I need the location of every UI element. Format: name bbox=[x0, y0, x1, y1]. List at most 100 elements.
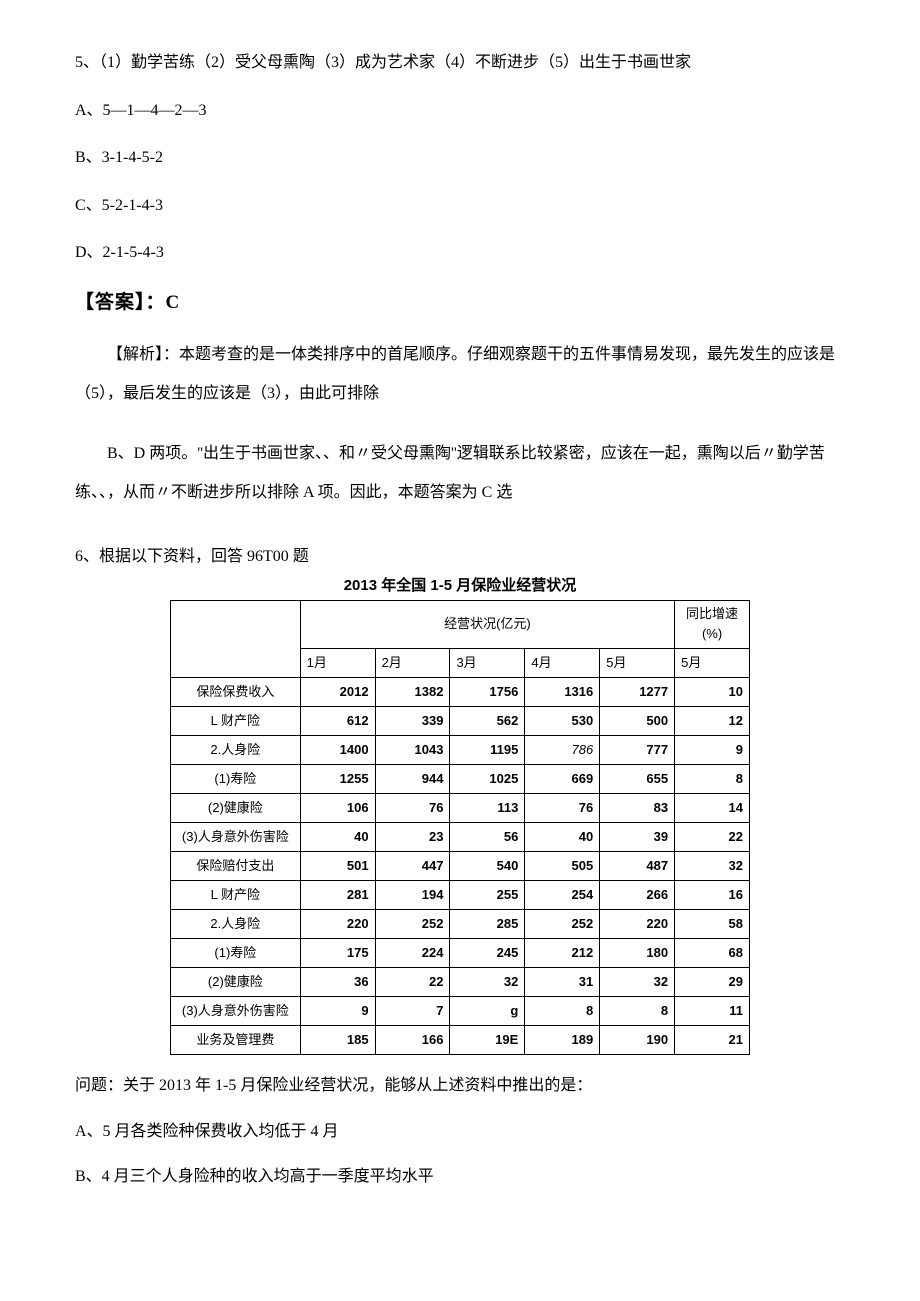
table-cell: 40 bbox=[300, 823, 375, 852]
table-row-label: (3)人身意外伤害险 bbox=[171, 823, 301, 852]
table-cell: 2012 bbox=[300, 678, 375, 707]
table-row: 保险保费收入2012138217561316127710 bbox=[171, 678, 750, 707]
table-cell: 189 bbox=[525, 1026, 600, 1055]
table-cell: 16 bbox=[675, 881, 750, 910]
q5-option-c: C、5-2-1-4-3 bbox=[75, 193, 845, 219]
table-header-month-4: 4月 bbox=[525, 649, 600, 678]
table-header-month-3: 3月 bbox=[450, 649, 525, 678]
table-cell: 540 bbox=[450, 852, 525, 881]
table-cell: 32 bbox=[450, 968, 525, 997]
table-cell: 83 bbox=[600, 794, 675, 823]
table-cell: 612 bbox=[300, 707, 375, 736]
table-cell: 8 bbox=[675, 765, 750, 794]
q5-option-d: D、2-1-5-4-3 bbox=[75, 240, 845, 266]
table-row: (2)健康险362232313229 bbox=[171, 968, 750, 997]
table-cell: 29 bbox=[675, 968, 750, 997]
q5-option-b: B、3-1-4-5-2 bbox=[75, 145, 845, 171]
table-cell: 786 bbox=[525, 736, 600, 765]
table-cell: 220 bbox=[600, 910, 675, 939]
table-row: 2.人身险1400104311957867779 bbox=[171, 736, 750, 765]
table-cell: 11 bbox=[675, 997, 750, 1026]
table-cell: 944 bbox=[375, 765, 450, 794]
table-cell: 40 bbox=[525, 823, 600, 852]
table-cell: 212 bbox=[525, 939, 600, 968]
table-cell: 252 bbox=[375, 910, 450, 939]
table-cell: 32 bbox=[675, 852, 750, 881]
table-cell: 1025 bbox=[450, 765, 525, 794]
table-row-label: L 财产险 bbox=[171, 881, 301, 910]
table-cell: 1316 bbox=[525, 678, 600, 707]
table-cell: 22 bbox=[375, 968, 450, 997]
table-cell: 1195 bbox=[450, 736, 525, 765]
table-cell: 39 bbox=[600, 823, 675, 852]
table-cell: 175 bbox=[300, 939, 375, 968]
table-cell: 31 bbox=[525, 968, 600, 997]
table-row-label: L 财产险 bbox=[171, 707, 301, 736]
table-cell: 185 bbox=[300, 1026, 375, 1055]
table-row-label: 保险保费收入 bbox=[171, 678, 301, 707]
table-cell: 562 bbox=[450, 707, 525, 736]
table-cell: 166 bbox=[375, 1026, 450, 1055]
table-cell: 669 bbox=[525, 765, 600, 794]
table-header-group2: 同比增速(%) bbox=[675, 600, 750, 649]
table-cell: 487 bbox=[600, 852, 675, 881]
table-cell: 8 bbox=[600, 997, 675, 1026]
table-cell: 14 bbox=[675, 794, 750, 823]
table-cell: 22 bbox=[675, 823, 750, 852]
table-cell: 194 bbox=[375, 881, 450, 910]
table-cell: 7 bbox=[375, 997, 450, 1026]
table-cell: 36 bbox=[300, 968, 375, 997]
table-row: L 财产险61233956253050012 bbox=[171, 707, 750, 736]
table-row-label: (3)人身意外伤害险 bbox=[171, 997, 301, 1026]
table-cell: 252 bbox=[525, 910, 600, 939]
table-cell: 1382 bbox=[375, 678, 450, 707]
table-cell: 21 bbox=[675, 1026, 750, 1055]
q5-stem: 5、（1）勤学苦练（2）受父母熏陶（3）成为艺术家（4）不断进步（5）出生于书画… bbox=[75, 50, 845, 76]
table-cell: 281 bbox=[300, 881, 375, 910]
table-row-label: (2)健康险 bbox=[171, 968, 301, 997]
table-cell: 106 bbox=[300, 794, 375, 823]
table-row: 保险赔付支出50144754050548732 bbox=[171, 852, 750, 881]
table-header-blank bbox=[171, 600, 301, 678]
q6-data-table: 经营状况(亿元) 同比增速(%) 1月 2月 3月 4月 5月 5月 保险保费收… bbox=[170, 600, 750, 1056]
table-body: 保险保费收入2012138217561316127710L 财产险6123395… bbox=[171, 678, 750, 1055]
table-row: (1)寿险125594410256696558 bbox=[171, 765, 750, 794]
q6-option-a: A、5 月各类险种保费收入均低于 4 月 bbox=[75, 1119, 845, 1145]
table-row: (1)寿险17522424521218068 bbox=[171, 939, 750, 968]
table-cell: 9 bbox=[675, 736, 750, 765]
table-header-group1: 经营状况(亿元) bbox=[300, 600, 674, 649]
q6-option-b: B、4 月三个人身险种的收入均高于一季度平均水平 bbox=[75, 1164, 845, 1190]
table-cell: 505 bbox=[525, 852, 600, 881]
table-cell: 19E bbox=[450, 1026, 525, 1055]
table-cell: 777 bbox=[600, 736, 675, 765]
table-cell: 180 bbox=[600, 939, 675, 968]
table-row: 业务及管理费18516619E18919021 bbox=[171, 1026, 750, 1055]
q5-answer: 【答案】：C bbox=[75, 288, 845, 318]
table-row-label: 保险赔付支出 bbox=[171, 852, 301, 881]
q5-explain-1: 【解析】：本题考查的是一体类排序中的首尾顺序。仔细观察题干的五件事情易发现，最先… bbox=[75, 336, 845, 413]
table-row: 2.人身险22025228525222058 bbox=[171, 910, 750, 939]
table-cell: 254 bbox=[525, 881, 600, 910]
table-cell: 1255 bbox=[300, 765, 375, 794]
table-cell: 1277 bbox=[600, 678, 675, 707]
q6-stem: 6、根据以下资料，回答 96T00 题 bbox=[75, 544, 845, 570]
table-cell: 1043 bbox=[375, 736, 450, 765]
table-cell: 1400 bbox=[300, 736, 375, 765]
q6-table-title: 2013 年全国 1-5 月保险业经营状况 bbox=[75, 574, 845, 598]
table-row: (2)健康险10676113768314 bbox=[171, 794, 750, 823]
q5-explain-2: B、D 两项。''出生于书画世家、、和〃受父母熏陶''逻辑联系比较紧密，应该在一… bbox=[75, 435, 845, 512]
table-row-label: 2.人身险 bbox=[171, 736, 301, 765]
table-row: (3)人身意外伤害险97g8811 bbox=[171, 997, 750, 1026]
table-cell: 501 bbox=[300, 852, 375, 881]
table-header-month-2: 2月 bbox=[375, 649, 450, 678]
table-cell: 8 bbox=[525, 997, 600, 1026]
q5-option-a: A、5—1—4—2—3 bbox=[75, 98, 845, 124]
table-row: L 财产险28119425525426616 bbox=[171, 881, 750, 910]
table-row: (3)人身意外伤害险402356403922 bbox=[171, 823, 750, 852]
table-cell: 447 bbox=[375, 852, 450, 881]
table-cell: 190 bbox=[600, 1026, 675, 1055]
table-cell: 68 bbox=[675, 939, 750, 968]
table-row-label: 业务及管理费 bbox=[171, 1026, 301, 1055]
table-cell: 220 bbox=[300, 910, 375, 939]
table-cell: 113 bbox=[450, 794, 525, 823]
